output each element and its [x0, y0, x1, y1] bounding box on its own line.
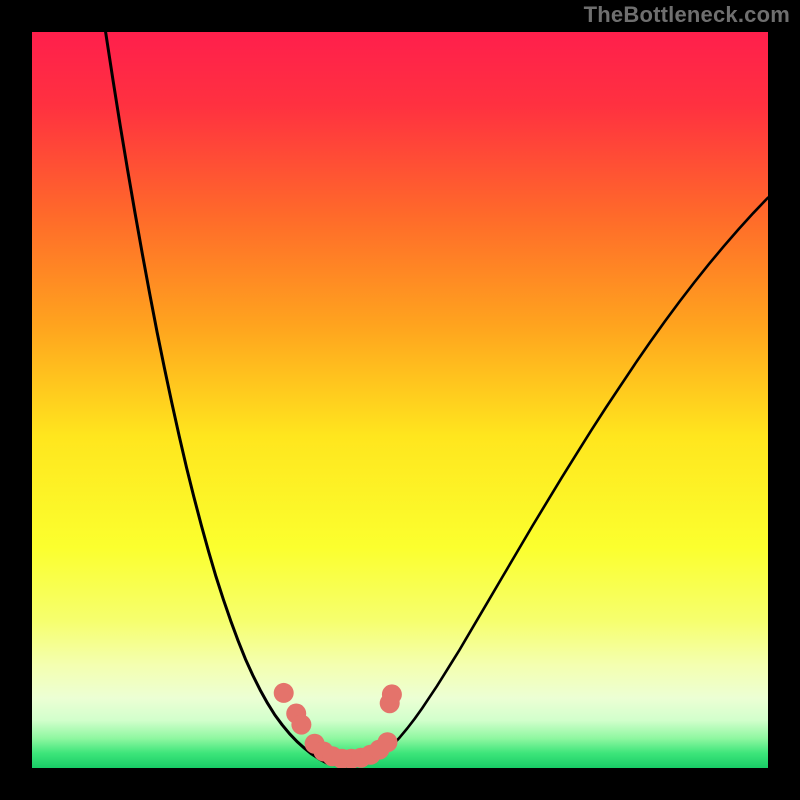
chart-frame: TheBottleneck.com [0, 0, 800, 800]
data-marker [291, 715, 311, 735]
data-marker [274, 683, 294, 703]
data-marker [377, 732, 397, 752]
heatmap-gradient-bg [32, 32, 768, 768]
watermark-label: TheBottleneck.com [584, 2, 790, 28]
plot-svg [32, 32, 768, 768]
data-marker [382, 684, 402, 704]
plot-area [32, 32, 768, 768]
